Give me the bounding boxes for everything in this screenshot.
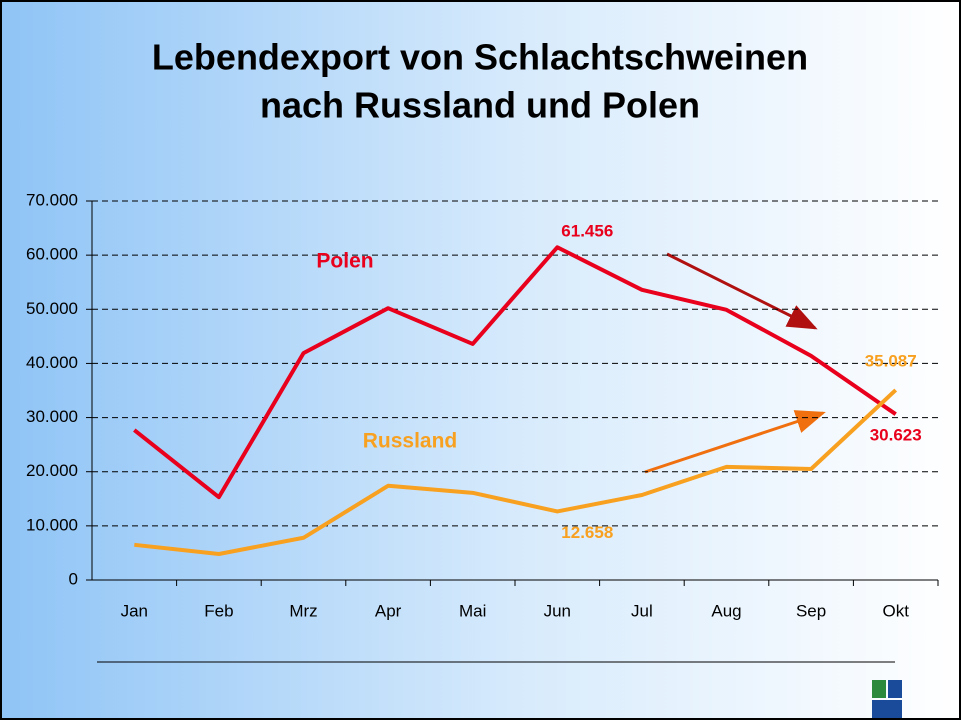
- x-tick-label: Jun: [544, 601, 571, 620]
- trend-arrow: [666, 252, 818, 330]
- x-tick-label: Okt: [882, 601, 909, 620]
- y-tick-label: 10.000: [26, 515, 78, 534]
- y-tick-label: 30.000: [26, 407, 78, 426]
- chart-title: Lebendexport von Schlachtschweinen: [152, 37, 808, 78]
- x-tick-label: Sep: [796, 601, 826, 620]
- x-tick-label: Jul: [631, 601, 653, 620]
- x-tick-label: Aug: [711, 601, 741, 620]
- data-label: 30.623: [870, 426, 922, 445]
- y-tick-label: 40.000: [26, 353, 78, 372]
- series-label: Russland: [363, 430, 458, 453]
- trend-arrow: [644, 410, 826, 474]
- y-tick-label: 20.000: [26, 461, 78, 480]
- line: [133, 245, 897, 500]
- logo: [872, 680, 902, 718]
- y-tick-label: 70.000: [26, 190, 78, 209]
- x-tick-label: Apr: [375, 601, 402, 620]
- chart-title: nach Russland und Polen: [260, 85, 700, 126]
- x-tick-label: Mrz: [289, 601, 317, 620]
- data-label: 61.456: [561, 222, 613, 241]
- data-label: 12.658: [561, 523, 613, 542]
- y-tick-label: 50.000: [26, 299, 78, 318]
- data-label: 35.087: [865, 352, 917, 371]
- y-tick-label: 0: [69, 569, 78, 588]
- x-tick-label: Mai: [459, 601, 486, 620]
- series-label: Polen: [316, 250, 373, 273]
- x-tick-label: Feb: [204, 601, 233, 620]
- x-tick-label: Jan: [121, 601, 148, 620]
- y-tick-label: 60.000: [26, 245, 78, 264]
- line: [134, 388, 898, 557]
